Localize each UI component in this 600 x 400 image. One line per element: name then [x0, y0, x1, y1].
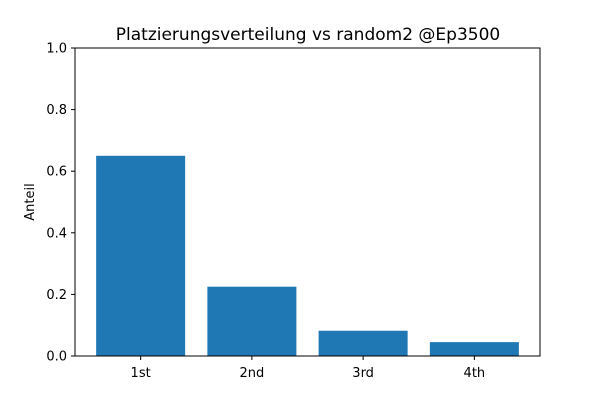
bar-3rd	[318, 330, 408, 356]
x-tick-label: 1st	[131, 366, 151, 381]
y-tick-label: 0.4	[46, 226, 67, 241]
bar-1st	[96, 155, 186, 356]
x-tick-label: 2nd	[239, 366, 264, 381]
bar-2nd	[207, 286, 297, 356]
bars-group	[96, 155, 519, 356]
y-tick-label: 0.2	[46, 288, 67, 303]
axes-frame	[74, 47, 541, 357]
y-tick-label: 0.8	[46, 103, 67, 118]
y-tick-label: 1.0	[46, 42, 67, 57]
y-tick-label: 0.6	[46, 165, 67, 180]
y-tick-label: 0.0	[46, 350, 67, 365]
x-tick-label: 3rd	[352, 366, 374, 381]
x-axis-ticks: 1st 2nd 3rd 4th	[131, 356, 486, 381]
bar-4th	[429, 342, 519, 356]
x-tick-label: 4th	[464, 366, 486, 381]
y-axis-label: Anteil	[23, 183, 38, 220]
y-axis-ticks: 0.0 0.2 0.4 0.6 0.8 1.0	[46, 42, 75, 365]
chart-title: Platzierungsverteilung vs random2 @Ep350…	[116, 25, 500, 45]
